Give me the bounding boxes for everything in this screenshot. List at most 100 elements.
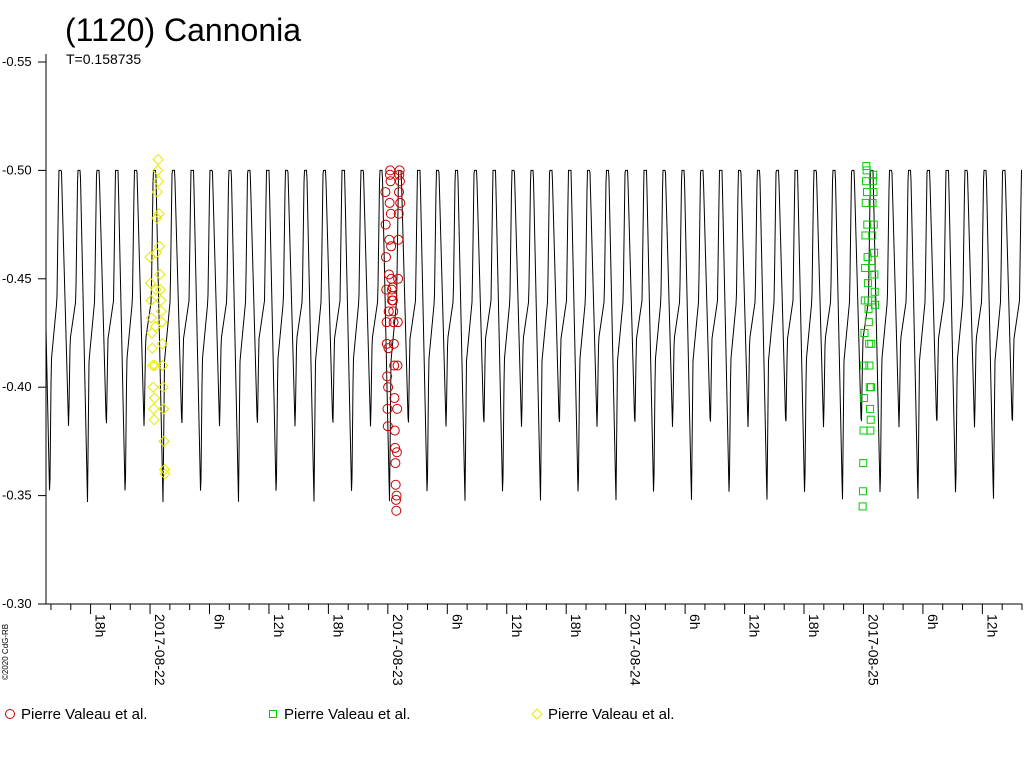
legend-marker-circle (5, 709, 15, 719)
legend-marker-diamond (531, 708, 543, 720)
data-point-circle (380, 187, 391, 198)
data-point-square (862, 188, 871, 197)
legend-marker-square (269, 710, 277, 718)
y-tick-label: -0.30 (2, 596, 32, 611)
data-point-diamond (152, 153, 164, 166)
data-points (144, 153, 880, 516)
data-point-circle (382, 371, 393, 382)
data-point-circle (385, 176, 396, 187)
x-tick-label: 18h (806, 614, 822, 637)
data-point-square (860, 329, 869, 337)
data-point-diamond (154, 268, 166, 281)
data-point-diamond (144, 251, 156, 263)
data-point-square (867, 339, 876, 348)
data-point-square (859, 426, 868, 435)
legend-label: Pierre Valeau et al. (284, 706, 410, 723)
data-point-square (861, 198, 870, 207)
data-point-diamond (157, 403, 170, 415)
data-point-diamond (155, 294, 167, 307)
x-tick-label: 2017-08-24 (628, 614, 644, 686)
data-point-square (858, 487, 867, 496)
period-subtitle: T=0.158735 (66, 51, 141, 67)
model-curve (45, 169, 1022, 503)
data-point-square (866, 415, 875, 424)
data-point-square (871, 300, 880, 309)
data-point-circle (389, 393, 400, 404)
data-point-diamond (150, 283, 162, 296)
x-tick-label: 2017-08-25 (865, 614, 881, 686)
data-point-square (859, 459, 868, 468)
data-point-circle (383, 306, 394, 317)
data-point-circle (391, 505, 402, 516)
data-point-circle (390, 479, 401, 490)
data-point-diamond (148, 392, 161, 404)
y-tick-label: -0.50 (2, 162, 32, 177)
x-tick-label: 18h (568, 614, 584, 637)
x-tick-label: 12h (747, 614, 763, 637)
data-point-square (862, 177, 871, 186)
data-point-diamond (156, 338, 168, 350)
data-point-square (869, 170, 878, 179)
y-tick-label: -0.35 (2, 488, 32, 503)
x-tick-label: 6h (687, 614, 703, 630)
x-tick-label: 12h (509, 614, 525, 637)
data-point-square (870, 287, 879, 296)
data-point-circle (384, 234, 395, 245)
data-point-diamond (147, 381, 159, 393)
data-point-square (858, 502, 867, 511)
data-point-diamond (156, 316, 168, 328)
x-tick-label: 6h (925, 614, 941, 630)
data-point-circle (392, 403, 403, 414)
data-point-square (870, 270, 879, 279)
data-point-square (863, 279, 872, 288)
data-point-diamond (154, 283, 167, 296)
data-point-diamond (145, 312, 158, 324)
data-point-square (869, 220, 878, 229)
data-point-diamond (145, 294, 157, 307)
x-tick-label: 18h (330, 614, 346, 637)
y-tick-label: -0.40 (2, 379, 32, 394)
data-point-diamond (157, 381, 169, 393)
data-point-circle (382, 403, 393, 414)
data-point-diamond (144, 277, 157, 289)
data-point-diamond (153, 240, 166, 252)
data-point-square (861, 263, 870, 272)
data-point-diamond (149, 359, 161, 372)
data-point-square (866, 383, 875, 392)
data-point-diamond (153, 208, 165, 220)
data-point-diamond (151, 186, 163, 198)
chart-title: (1120) Cannonia (65, 12, 301, 48)
data-point-circle (393, 273, 404, 284)
data-point-circle (381, 284, 392, 295)
data-point-circle (388, 317, 399, 328)
data-point-square (862, 166, 871, 175)
data-point-diamond (146, 327, 158, 339)
data-point-diamond (156, 359, 169, 372)
data-point-diamond (151, 164, 164, 177)
data-point-square (866, 426, 875, 435)
data-point-circle (394, 165, 405, 176)
data-point-square (865, 339, 874, 348)
data-point-square (869, 188, 878, 197)
data-point-circle (390, 494, 401, 505)
data-point-circle (394, 176, 405, 187)
data-point-circle (394, 169, 405, 180)
data-point-circle (391, 447, 402, 458)
x-tick-label: 6h (449, 614, 465, 630)
data-point-circle (390, 458, 401, 469)
legend-label: Pierre Valeau et al. (548, 706, 674, 723)
data-point-circle (380, 252, 391, 263)
data-point-square (861, 231, 870, 240)
x-axis: 18h 2017-08-22 6h 12h 18h 2017-08-23 6h 12h 18h 2… (46, 603, 1023, 686)
data-point-diamond (155, 305, 168, 318)
data-point-diamond (147, 359, 159, 372)
data-point-square (865, 361, 874, 370)
y-axis: -0.55 -0.50 -0.45 -0.40 -0.35 -0.30 (2, 54, 47, 611)
data-point-circle (395, 197, 406, 208)
data-point-circle (385, 208, 396, 219)
y-tick-label: -0.55 (2, 54, 32, 69)
model-curve-line (45, 169, 1022, 503)
data-point-circle (389, 425, 400, 436)
data-point-diamond (159, 468, 171, 480)
